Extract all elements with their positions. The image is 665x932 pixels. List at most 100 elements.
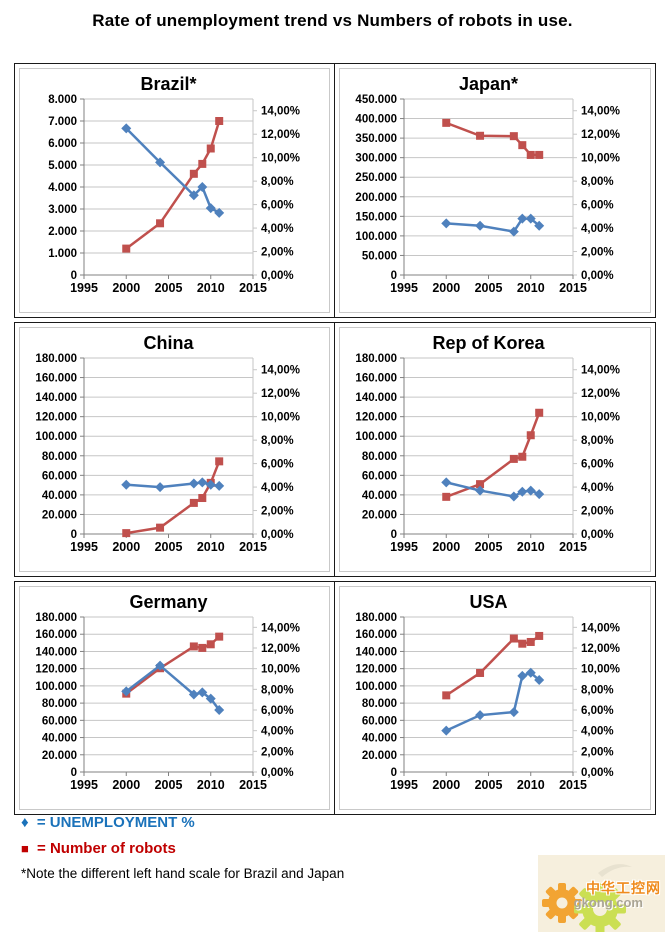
svg-text:4,00%: 4,00% (261, 482, 294, 494)
chart-japan: 450.000 400.000 350.000 300.000 250.000 200.0… (355, 74, 620, 295)
svg-text:5.000: 5.000 (48, 160, 77, 172)
svg-text:8,00%: 8,00% (581, 176, 614, 188)
svg-text:0,00%: 0,00% (261, 767, 294, 779)
chart-panel-japan: 450.000 400.000 350.000 300.000 250.000 200.0… (335, 64, 655, 317)
svg-text:80.000: 80.000 (362, 698, 397, 710)
svg-text:60.000: 60.000 (42, 715, 77, 727)
svg-text:0: 0 (391, 767, 397, 779)
svg-text:1.000: 1.000 (48, 248, 77, 260)
chart-panel-usa: 180.000 160.000 140.000 120.000 100.000 80.00… (335, 582, 655, 814)
legend-robots-label: = Number of robots (37, 840, 176, 857)
svg-text:2,00%: 2,00% (261, 746, 294, 758)
svg-text:USA: USA (469, 592, 507, 612)
svg-text:8.000: 8.000 (48, 94, 77, 106)
svg-text:6,00%: 6,00% (261, 200, 294, 212)
svg-text:120.000: 120.000 (35, 412, 77, 424)
svg-text:8,00%: 8,00% (261, 435, 294, 447)
svg-text:0: 0 (71, 529, 77, 541)
svg-text:80.000: 80.000 (42, 451, 77, 463)
svg-text:2010: 2010 (197, 540, 225, 554)
svg-text:2005: 2005 (155, 540, 183, 554)
svg-text:10,00%: 10,00% (581, 412, 620, 424)
svg-text:2015: 2015 (559, 540, 587, 554)
svg-text:2010: 2010 (517, 281, 545, 295)
svg-text:1995: 1995 (390, 540, 418, 554)
svg-text:8,00%: 8,00% (261, 684, 294, 696)
svg-text:4,00%: 4,00% (581, 482, 614, 494)
svg-text:0: 0 (391, 529, 397, 541)
svg-text:12,00%: 12,00% (261, 129, 300, 141)
svg-text:0: 0 (71, 767, 77, 779)
svg-text:7.000: 7.000 (48, 116, 77, 128)
svg-text:Japan*: Japan* (459, 74, 518, 94)
svg-text:1995: 1995 (390, 778, 418, 792)
svg-text:1995: 1995 (70, 778, 98, 792)
svg-text:14,00%: 14,00% (581, 622, 620, 634)
svg-text:4,00%: 4,00% (261, 223, 294, 235)
svg-text:20.000: 20.000 (362, 509, 397, 521)
svg-text:0: 0 (391, 270, 397, 282)
svg-text:250.000: 250.000 (355, 172, 397, 184)
svg-text:150.000: 150.000 (355, 211, 397, 223)
svg-text:1995: 1995 (70, 281, 98, 295)
svg-text:180.000: 180.000 (35, 353, 77, 365)
svg-text:8,00%: 8,00% (581, 435, 614, 447)
svg-text:120.000: 120.000 (355, 664, 397, 676)
svg-text:40.000: 40.000 (362, 490, 397, 502)
svg-text:12,00%: 12,00% (261, 388, 300, 400)
chart-row-3: 180.000 160.000 140.000 120.000 100.000 80.00… (14, 581, 656, 815)
svg-text:80.000: 80.000 (42, 698, 77, 710)
svg-text:4,00%: 4,00% (261, 726, 294, 738)
svg-text:8,00%: 8,00% (261, 176, 294, 188)
svg-text:200.000: 200.000 (355, 192, 397, 204)
robots-square-icon: ■ (21, 841, 29, 856)
svg-text:40.000: 40.000 (42, 733, 77, 745)
svg-text:20.000: 20.000 (42, 509, 77, 521)
chart-panel-brazil: 8.000 7.000 6.000 5.000 4.000 3.000 2.000 1.000… (15, 64, 335, 317)
svg-text:2,00%: 2,00% (261, 506, 294, 518)
svg-text:160.000: 160.000 (35, 373, 77, 385)
chart-brazil: 8.000 7.000 6.000 5.000 4.000 3.000 2.000 1.000… (48, 74, 300, 295)
svg-text:80.000: 80.000 (362, 451, 397, 463)
svg-text:50.000: 50.000 (362, 250, 397, 262)
svg-text:40.000: 40.000 (42, 490, 77, 502)
svg-text:Brazil*: Brazil* (140, 74, 196, 94)
svg-text:2,00%: 2,00% (581, 506, 614, 518)
svg-text:140.000: 140.000 (355, 392, 397, 404)
svg-text:14,00%: 14,00% (581, 365, 620, 377)
svg-text:400.000: 400.000 (355, 114, 397, 126)
svg-text:2000: 2000 (112, 281, 140, 295)
svg-text:100.000: 100.000 (35, 681, 77, 693)
svg-text:20.000: 20.000 (42, 750, 77, 762)
svg-text:6,00%: 6,00% (261, 459, 294, 471)
svg-text:180.000: 180.000 (355, 612, 397, 624)
chart-row-2: 180.000 160.000 140.000 120.000 100.000 80.00… (14, 322, 656, 577)
svg-text:100.000: 100.000 (355, 681, 397, 693)
svg-text:20.000: 20.000 (362, 750, 397, 762)
svg-text:3.000: 3.000 (48, 204, 77, 216)
svg-text:0: 0 (71, 270, 77, 282)
svg-text:2015: 2015 (239, 281, 267, 295)
svg-text:140.000: 140.000 (35, 646, 77, 658)
svg-text:450.000: 450.000 (355, 94, 397, 106)
chart-panel-germany: 180.000 160.000 140.000 120.000 100.000 80.00… (15, 582, 335, 814)
svg-text:China: China (143, 333, 194, 353)
svg-text:2000: 2000 (432, 281, 460, 295)
svg-text:6,00%: 6,00% (581, 705, 614, 717)
svg-text:2015: 2015 (559, 281, 587, 295)
svg-text:2000: 2000 (112, 778, 140, 792)
svg-text:2015: 2015 (559, 778, 587, 792)
svg-text:120.000: 120.000 (35, 664, 77, 676)
page-title: Rate of unemployment trend vs Numbers of… (92, 11, 573, 30)
legend-unemployment: ♦ = UNEMPLOYMENT % (21, 814, 501, 831)
svg-text:1995: 1995 (390, 281, 418, 295)
svg-text:Germany: Germany (129, 592, 207, 612)
chart-germany: 180.000 160.000 140.000 120.000 100.000 80.00… (35, 592, 300, 792)
svg-text:180.000: 180.000 (355, 353, 397, 365)
svg-text:2,00%: 2,00% (261, 247, 294, 259)
legend-robots: ■ = Number of robots (21, 840, 501, 857)
chart-usa: 180.000 160.000 140.000 120.000 100.000 80.00… (355, 592, 620, 792)
svg-text:0,00%: 0,00% (581, 270, 614, 282)
chart-grid: 8.000 7.000 6.000 5.000 4.000 3.000 2.000 1.000… (14, 63, 656, 819)
svg-text:180.000: 180.000 (35, 612, 77, 624)
